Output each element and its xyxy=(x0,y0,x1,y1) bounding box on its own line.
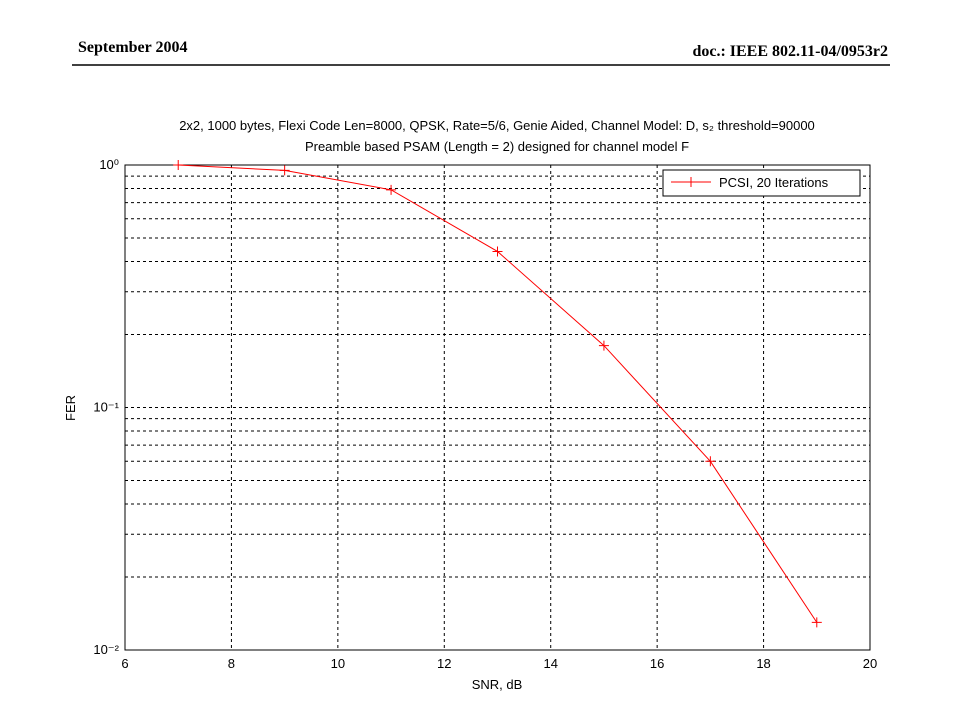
x-tick-label: 18 xyxy=(756,656,770,671)
legend-box xyxy=(662,169,861,197)
data-point xyxy=(705,456,716,467)
header-date: September 2004 xyxy=(78,39,187,56)
x-tick-label: 20 xyxy=(863,656,877,671)
chart-subtitle: Preamble based PSAM (Length = 2) designe… xyxy=(305,139,689,154)
data-point xyxy=(173,160,184,170)
x-tick-label: 12 xyxy=(437,656,451,671)
series-line xyxy=(178,164,818,623)
y-tick-label: 10⁰ xyxy=(99,157,119,172)
x-axis-label: SNR, dB xyxy=(472,677,523,692)
x-tick-label: 8 xyxy=(228,656,235,671)
legend-label: PCSI, 20 Iterations xyxy=(719,175,829,190)
data-point xyxy=(492,246,503,257)
data-point xyxy=(598,340,609,351)
x-tick-label: 16 xyxy=(650,656,664,671)
y-axis-label: FER xyxy=(63,395,78,421)
legend-marker xyxy=(686,177,696,187)
y-tick-label: 10⁻¹ xyxy=(93,400,119,415)
header-doc: doc.: IEEE 802.11-04/0953r2 xyxy=(692,43,888,60)
y-tick-label: 10⁻² xyxy=(93,642,119,657)
data-point xyxy=(279,165,290,176)
plot-frame xyxy=(124,164,871,651)
chart-title: 2x2, 1000 bytes, Flexi Code Len=8000, QP… xyxy=(179,118,815,133)
data-point xyxy=(386,184,397,195)
x-tick-label: 14 xyxy=(543,656,557,671)
x-tick-label: 6 xyxy=(121,656,128,671)
data-point xyxy=(811,617,822,628)
x-tick-label: 10 xyxy=(331,656,345,671)
